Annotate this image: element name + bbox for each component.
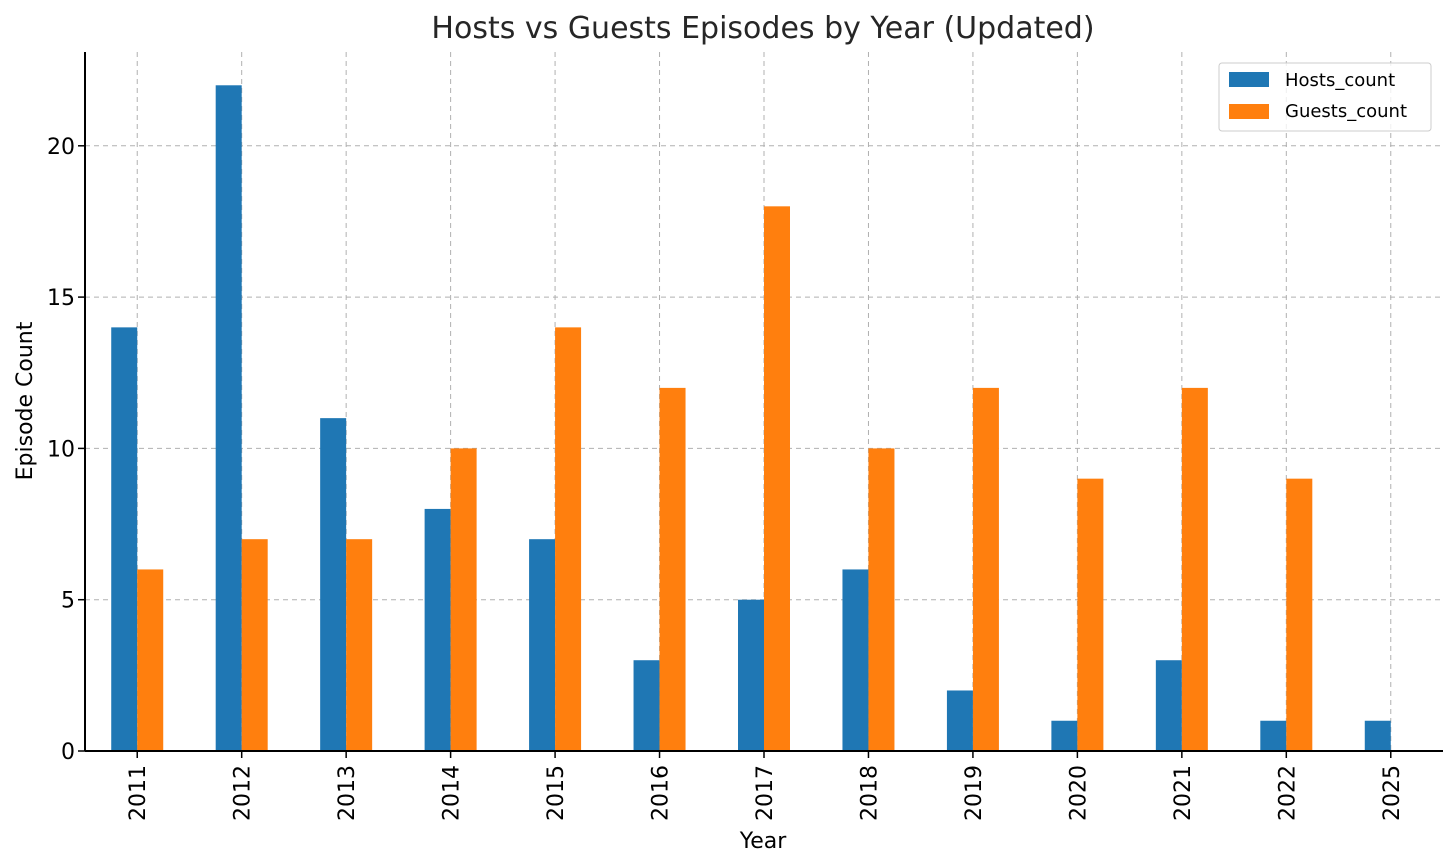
y-ticks: 0 5 10 15 20 [47,135,85,765]
bar-hosts-count-2018 [842,569,869,751]
bar-guests-count-2022 [1286,478,1313,751]
bar-hosts-count-2019 [946,690,973,751]
bar-hosts-count-2012 [215,85,242,752]
bar-guests-count-2014 [450,448,477,751]
x-tick-label: 2025 [1380,765,1405,821]
x-tick-label: 2015 [544,765,569,821]
bar-hosts-count-2025 [1364,720,1391,751]
legend-label-hosts: Hosts_count [1285,70,1395,91]
bar-guests-count-2018 [868,448,895,751]
x-tick-label: 2013 [335,765,360,821]
x-tick-label: 2012 [231,765,256,821]
legend-swatch-hosts [1229,72,1269,87]
legend-label-guests: Guests_count [1285,101,1407,122]
bar-guests-count-2012 [241,539,268,751]
bar-guests-count-2021 [1181,387,1208,751]
bar-guests-count-2015 [555,327,582,751]
x-tick-label: 2019 [962,765,987,821]
y-tick-label: 15 [47,286,75,311]
bar-hosts-count-2013 [320,418,347,751]
legend-swatch-guests [1229,104,1269,119]
bar-hosts-count-2021 [1155,660,1182,751]
legend-item-hosts: Hosts_count [1229,70,1395,91]
bar-hosts-count-2016 [633,660,660,751]
x-tick-label: 2016 [649,765,674,821]
x-tick-label: 2014 [440,765,465,821]
bar-guests-count-2020 [1077,478,1104,751]
x-tick-label: 2018 [857,765,882,821]
legend: Hosts_count Guests_count [1218,62,1432,132]
legend-item-guests: Guests_count [1229,101,1407,122]
bar-hosts-count-2011 [111,327,138,751]
y-tick-label: 0 [61,740,75,765]
bar-guests-count-2017 [764,206,790,751]
x-axis-label: Year [739,829,788,854]
bar-hosts-count-2020 [1051,720,1078,751]
bar-hosts-count-2022 [1260,720,1287,751]
bar-guests-count-2013 [346,539,373,751]
y-tick-label: 20 [47,135,75,160]
chart-title: Hosts vs Guests Episodes by Year (Update… [431,11,1094,46]
bar-hosts-count-2017 [738,599,764,751]
x-tick-label: 2017 [753,765,778,821]
x-tick-label: 2021 [1171,765,1196,821]
bars [111,85,1391,752]
bar-guests-count-2011 [137,569,164,751]
x-tick-label: 2020 [1066,765,1091,821]
bar-guests-count-2016 [659,387,686,751]
y-axis-label: Episode Count [13,321,38,480]
legend-frame [1218,62,1432,132]
y-tick-label: 5 [61,589,75,614]
bar-guests-count-2019 [972,387,999,751]
y-tick-label: 10 [47,437,75,462]
x-tick-label: 2011 [126,765,151,821]
bar-hosts-count-2015 [529,539,556,751]
x-tick-label: 2022 [1275,765,1300,821]
bar-hosts-count-2014 [424,508,451,751]
x-ticks: 2011 2012 2013 2014 2015 2016 2017 2018 2019 2020… [126,751,1405,821]
